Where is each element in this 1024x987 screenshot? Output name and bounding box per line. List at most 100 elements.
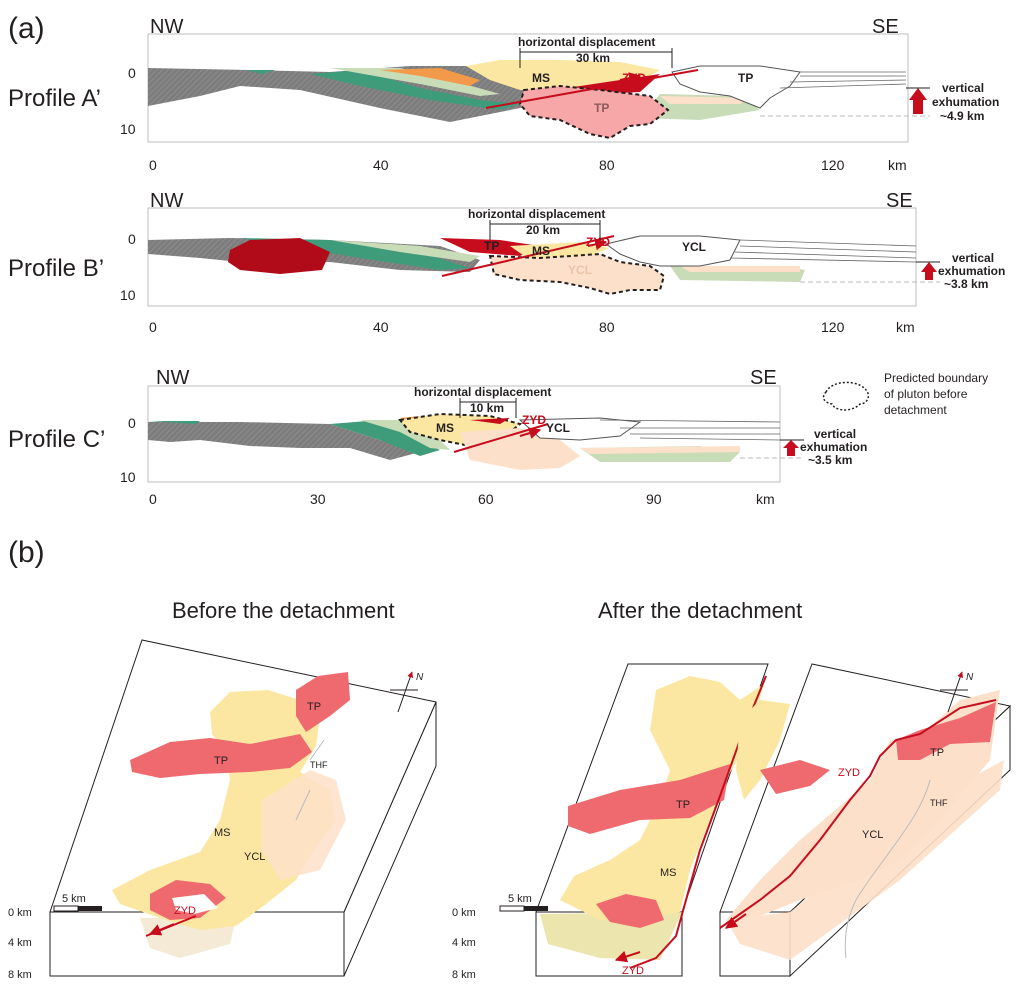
after-right-tp-small <box>760 760 830 794</box>
before-depth-8: 8 km <box>8 969 32 981</box>
legend: Predicted boundary of pluton before deta… <box>822 371 988 417</box>
legend-line2: of pluton before <box>884 387 968 401</box>
after-left-ms-label: MS <box>660 867 677 879</box>
profile-b-ve-value: ~3.8 km <box>944 277 988 291</box>
profile-c-ycl: YCL <box>546 421 570 435</box>
after-right-zyd-fault <box>719 699 997 929</box>
before-ycl-label: YCL <box>244 851 265 863</box>
after-right-ycl-label: YCL <box>862 829 883 841</box>
before-scale-black <box>78 906 102 911</box>
profile-b-tp-red <box>440 238 540 256</box>
after-left-tp <box>568 764 730 834</box>
profile-c-green-lens <box>148 421 200 424</box>
profile-c-zyd: ZYD <box>522 413 546 427</box>
profile-b-x40: 40 <box>373 319 389 335</box>
profile-a-up-arrow-icon <box>909 88 927 114</box>
profile-b-fault <box>441 235 615 277</box>
profile-a-x80: 80 <box>599 157 615 173</box>
after-left-tp-label: TP <box>676 799 690 811</box>
before-tp1 <box>296 672 350 732</box>
profile-a-zyd: ZYD <box>622 71 646 85</box>
profile-a-ve-label: vertical <box>942 81 984 95</box>
profile-c-se: SE <box>750 367 777 389</box>
after-right-zyd-arrow <box>725 913 747 929</box>
profile-a-se: SE <box>872 16 899 38</box>
profile-b-x0: 0 <box>149 319 157 335</box>
panel-b-label: (b) <box>8 536 45 569</box>
after-left-block: TP MS ZYD 5 km 0 km 4 km 8 km <box>452 663 769 981</box>
after-left-depth-8: 8 km <box>452 969 476 981</box>
profile-a-tp-upper: TP <box>738 71 753 85</box>
profile-c-up-arrow-icon <box>783 440 799 456</box>
profile-c-layer-lines <box>599 419 781 441</box>
legend-line3: detachment <box>884 403 947 417</box>
profile-b-ve-label2: exhumation <box>938 264 1005 278</box>
profile-a-hd-label: horizontal displacement <box>518 35 655 49</box>
profile-c-depth-0: 0 <box>128 415 136 431</box>
before-zyd-arrow <box>148 923 175 936</box>
after-right-zyd-label: ZYD <box>838 767 860 779</box>
after-left-tp-south <box>596 894 664 928</box>
before-thf-line <box>295 739 325 821</box>
profile-b-se: SE <box>886 190 913 212</box>
profile-c-x30: 30 <box>310 491 326 507</box>
profile-a-ve-value: ~4.9 km <box>940 109 984 123</box>
profile-b-layer-lines <box>729 239 917 263</box>
profile-c-x60: 60 <box>478 491 494 507</box>
profile-b-tp: TP <box>484 239 499 253</box>
profile-b-fault-arrow <box>587 238 608 251</box>
before-depth-4: 4 km <box>8 937 32 949</box>
profile-a-ve-label2: exhumation <box>932 95 999 109</box>
after-title: After the detachment <box>598 598 802 623</box>
profile-c-fault-arrow <box>519 427 542 439</box>
profile-b-ycl-outline <box>604 235 741 267</box>
profile-b-red-pluton <box>228 238 330 274</box>
profile-a-tp-lower: TP <box>594 101 609 115</box>
after-left-scale-white <box>499 905 525 912</box>
profile-a-depth-0: 0 <box>128 65 136 81</box>
profile-a-green-layer <box>310 70 520 110</box>
profile-b-zyd: ZYD <box>586 235 610 249</box>
profile-c-basement <box>148 422 420 460</box>
after-right-block: TP ZYD YCL THF N <box>719 663 1012 978</box>
profile-c-ve-label2: exhumation <box>800 440 867 454</box>
before-scale-white <box>53 905 79 912</box>
profile-c-x90: 90 <box>646 491 662 507</box>
profile-c-x0: 0 <box>149 491 157 507</box>
profile-c-ve-label: vertical <box>814 427 856 441</box>
after-right-tp <box>896 702 996 760</box>
profile-c-palegreen-layer <box>360 420 450 450</box>
after-left-zyd-fault <box>629 675 767 969</box>
before-north-label: N <box>416 672 424 683</box>
profile-a-fault <box>485 69 699 109</box>
profile-a-nw: NW <box>150 16 183 38</box>
legend-dashed-boundary-icon <box>822 381 870 411</box>
profile-b-ycl-upper: YCL <box>682 240 706 254</box>
profile-c-tp-red <box>470 418 510 424</box>
before-tp2-label: TP <box>214 755 228 767</box>
before-north-arrow-icon <box>397 671 414 713</box>
profile-b-predicted-pluton <box>488 252 666 296</box>
profile-c-xunit: km <box>756 491 775 507</box>
panel-a-label: (a) <box>8 12 45 45</box>
profile-a-hd-value: 30 km <box>576 51 610 65</box>
profile-b-ve-label: vertical <box>952 251 994 265</box>
after-left-depth-4: 4 km <box>452 937 476 949</box>
profile-a-title: Profile A’ <box>8 85 101 112</box>
profile-a-tp-outline <box>671 65 801 109</box>
profile-c: NW SE Profile C’ 0 10 MS ZYD YCL horizon… <box>8 367 867 507</box>
profile-c-ve-value: ~3.5 km <box>808 453 852 467</box>
profile-b-frame <box>147 207 917 307</box>
after-right-thf-label: THF <box>930 798 948 808</box>
before-ms-label: MS <box>214 827 231 839</box>
profile-b-x120: 120 <box>821 319 845 335</box>
profile-c-ms: MS <box>436 421 454 435</box>
before-tp2 <box>130 734 312 778</box>
profile-c-hd-value: 10 km <box>470 401 504 415</box>
profile-a-predicted-pluton <box>518 84 670 140</box>
profile-c-nw: NW <box>156 367 189 389</box>
profile-c-peach-right <box>580 446 740 454</box>
profile-c-title: Profile C’ <box>8 426 105 453</box>
before-hole <box>172 894 218 914</box>
